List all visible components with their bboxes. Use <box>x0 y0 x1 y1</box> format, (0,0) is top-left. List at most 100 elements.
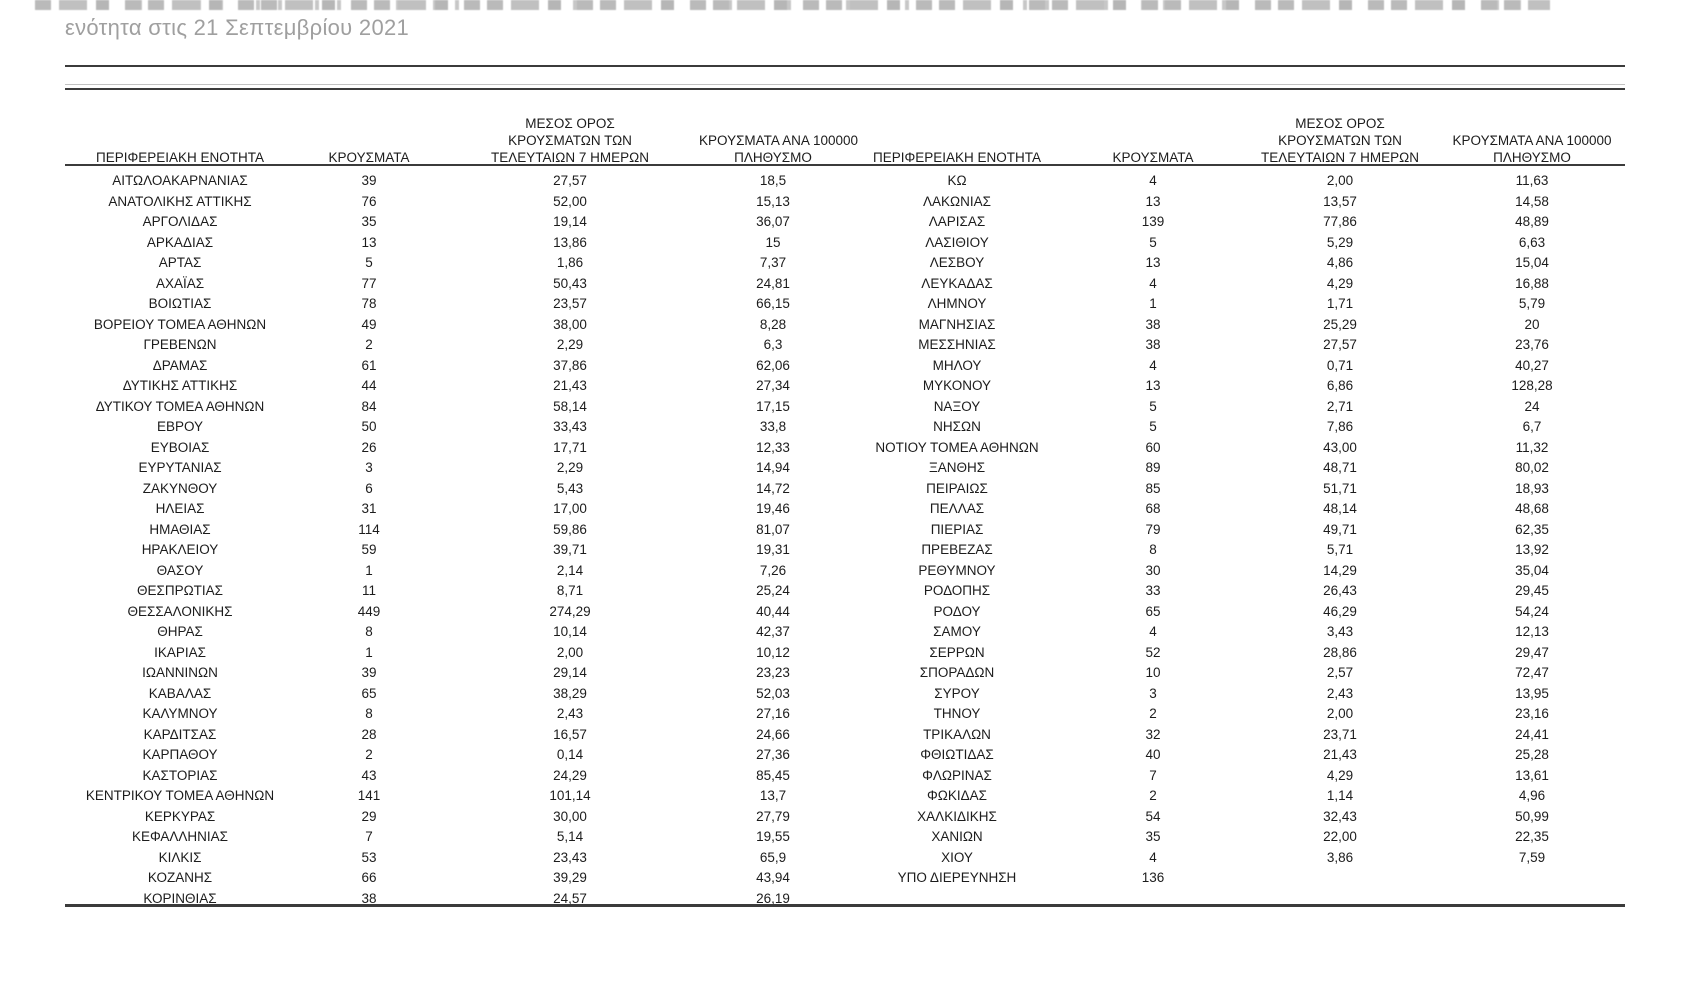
table-row: ΒΟΙΩΤΙΑΣ 78 23,57 66,15 <box>65 294 849 315</box>
page-caption: ενότητα στις 21 Σεπτεμβρίου 2021 <box>65 15 410 40</box>
table-row: ΝΗΣΩΝ 5 7,86 6,7 <box>849 417 1625 438</box>
region-cell: ΖΑΚΥΝΘΟΥ <box>142 480 218 496</box>
cases-cell: 6 <box>365 480 373 496</box>
per100k-cell: 10,12 <box>756 644 790 660</box>
avg7-cell: 5,71 <box>1326 542 1354 557</box>
per100k-cell: 66,15 <box>756 296 790 311</box>
per100k-cell: 4,96 <box>1518 788 1546 803</box>
cases-cell: 4 <box>1149 173 1157 188</box>
avg7-cell: 26,43 <box>1323 583 1357 598</box>
table-row: ΚΕΡΚΥΡΑΣ 29 30,00 27,79 <box>65 807 849 828</box>
region-cell: ΘΕΣΣΑΛΟΝΙΚΗΣ <box>127 603 233 619</box>
per100k-cell: 14,72 <box>756 480 790 496</box>
per100k-cell: 15,04 <box>1515 255 1549 270</box>
avg7-cell: 14,29 <box>1323 562 1357 578</box>
per100k-cell: 48,89 <box>1515 214 1549 229</box>
mid-rule-light <box>65 84 1625 85</box>
table-row: ΠΕΛΛΑΣ 68 48,14 48,68 <box>849 499 1625 520</box>
table-row: ΙΩΑΝΝΙΝΩΝ 39 29,14 23,23 <box>65 663 849 684</box>
avg7-cell: 2,00 <box>1326 173 1354 188</box>
per100k-cell: 13,61 <box>1515 767 1549 783</box>
clipped-text-artifact <box>35 0 1550 10</box>
region-cell: ΗΛΕΙΑΣ <box>155 501 205 516</box>
per100k-cell <box>1439 868 1625 889</box>
cases-cell: 3 <box>1149 685 1157 701</box>
region-cell: ΙΚΑΡΙΑΣ <box>154 644 206 660</box>
per100k-cell: 17,15 <box>756 398 790 414</box>
table-body-left: ΑΙΤΩΛΟΑΚΑΡΝΑΝΙΑΣ 39 27,57 18,5 ΑΝΑΤΟΛΙΚΗΣ ΑΤ… <box>65 171 849 909</box>
table-row: ΡΕΘΥΜΝΟΥ 30 14,29 35,04 <box>849 561 1625 582</box>
cases-cell: 7 <box>365 829 373 844</box>
cases-cell: 8 <box>365 706 373 721</box>
avg7-cell <box>1241 868 1439 889</box>
region-cell: ΛΕΥΚΑΔΑΣ <box>921 275 993 291</box>
avg7-cell: 32,43 <box>1323 808 1357 824</box>
per100k-cell: 6,7 <box>1522 419 1542 434</box>
region-cell: ΚΕΝΤΡΙΚΟΥ ΤΟΜΕΑ ΑΘΗΝΩΝ <box>85 788 275 803</box>
region-cell: ΔΡΑΜΑΣ <box>152 357 208 373</box>
per100k-cell: 62,35 <box>1515 521 1549 537</box>
region-cell: ΚΑΣΤΟΡΙΑΣ <box>142 767 218 783</box>
table-row: ΛΗΜΝΟΥ 1 1,71 5,79 <box>849 294 1625 315</box>
avg7-cell: 21,43 <box>1323 747 1357 762</box>
table-row: ΣΥΡΟΥ 3 2,43 13,95 <box>849 684 1625 705</box>
avg7-cell: 2,29 <box>556 460 584 475</box>
region-cell: ΠΡΕΒΕΖΑΣ <box>921 542 993 557</box>
region-cell: ΚΕΡΚΥΡΑΣ <box>144 808 216 824</box>
table-row: ΖΑΚΥΝΘΟΥ 6 5,43 14,72 <box>65 479 849 500</box>
region-cell: ΣΥΡΟΥ <box>934 685 980 701</box>
table-row: ΣΑΜΟΥ 4 3,43 12,13 <box>849 622 1625 643</box>
region-cell: ΦΩΚΙΔΑΣ <box>927 788 987 803</box>
avg7-cell: 49,71 <box>1323 521 1357 537</box>
per100k-cell: 14,94 <box>756 460 790 475</box>
per100k-cell: 62,06 <box>756 357 790 373</box>
per100k-cell: 20 <box>1524 316 1540 332</box>
region-cell: ΡΕΘΥΜΝΟΥ <box>918 562 996 578</box>
region-cell: ΑΡΚΑΔΙΑΣ <box>146 234 214 250</box>
region-cell: ΔΥΤΙΚΟΥ ΤΟΜΕΑ ΑΘΗΝΩΝ <box>95 398 265 414</box>
avg7-cell: 17,71 <box>553 439 587 455</box>
per100k-cell: 33,8 <box>759 419 787 434</box>
avg7-cell: 50,43 <box>553 275 587 291</box>
per100k-cell: 48,68 <box>1515 501 1549 516</box>
table-row: ΚΑΡΠΑΘΟΥ 2 0,14 27,36 <box>65 745 849 766</box>
region-cell: ΕΥΡΥΤΑΝΙΑΣ <box>138 460 222 475</box>
table-row: ΑΡΤΑΣ 5 1,86 7,37 <box>65 253 849 274</box>
cases-table-left: ΠΕΡΙΦΕΡΕΙΑΚΗ ΕΝΟΤΗΤΑ ΚΡΟΥΣΜΑΤΑ ΜΕΣΟΣ ΟΡΟ… <box>65 92 858 909</box>
region-cell: ΘΑΣΟΥ <box>156 562 204 578</box>
cases-cell: 76 <box>361 193 377 209</box>
cases-cell: 28 <box>361 726 377 742</box>
cases-cell: 68 <box>1145 501 1161 516</box>
per100k-cell: 72,47 <box>1515 665 1549 680</box>
avg7-cell: 39,71 <box>553 542 587 557</box>
per100k-cell: 8,28 <box>759 316 787 332</box>
region-cell: ΒΟΡΕΙΟΥ ΤΟΜΕΑ ΑΘΗΝΩΝ <box>93 316 267 332</box>
per100k-cell: 14,58 <box>1515 193 1549 209</box>
region-cell: ΗΜΑΘΙΑΣ <box>149 521 211 537</box>
avg7-cell: 7,86 <box>1326 419 1354 434</box>
region-cell: ΡΟΔΟΠΗΣ <box>923 583 991 598</box>
cases-cell: 3 <box>365 460 373 475</box>
cases-cell: 33 <box>1145 583 1161 598</box>
region-cell: ΙΩΑΝΝΙΝΩΝ <box>142 665 218 680</box>
cases-cell: 5 <box>1149 398 1157 414</box>
region-cell: ΑΙΤΩΛΟΑΚΑΡΝΑΝΙΑΣ <box>112 173 248 188</box>
region-cell: ΘΗΡΑΣ <box>157 624 203 639</box>
table-row: ΦΩΚΙΔΑΣ 2 1,14 4,96 <box>849 786 1625 807</box>
cases-cell: 13 <box>1145 378 1161 393</box>
cases-cell: 65 <box>1145 603 1161 619</box>
cases-cell: 5 <box>365 255 373 270</box>
region-cell: ΦΘΙΩΤΙΔΑΣ <box>920 747 994 762</box>
per100k-cell: 35,04 <box>1515 562 1549 578</box>
region-cell: ΣΠΟΡΑΔΩΝ <box>919 665 995 680</box>
region-cell: ΤΡΙΚΑΛΩΝ <box>923 726 991 742</box>
avg7-cell: 43,00 <box>1323 439 1357 455</box>
table-row: ΚΑΒΑΛΑΣ 65 38,29 52,03 <box>65 684 849 705</box>
per100k-cell: 26,19 <box>756 890 790 906</box>
table-row: ΚΟΖΑΝΗΣ 66 39,29 43,94 <box>65 868 849 889</box>
avg7-cell: 8,71 <box>556 583 584 598</box>
avg7-cell: 52,00 <box>553 193 587 209</box>
region-cell: ΤΗΝΟΥ <box>933 706 981 721</box>
per100k-cell: 24,81 <box>756 275 790 291</box>
table-row: ΗΡΑΚΛΕΙΟΥ 59 39,71 19,31 <box>65 540 849 561</box>
